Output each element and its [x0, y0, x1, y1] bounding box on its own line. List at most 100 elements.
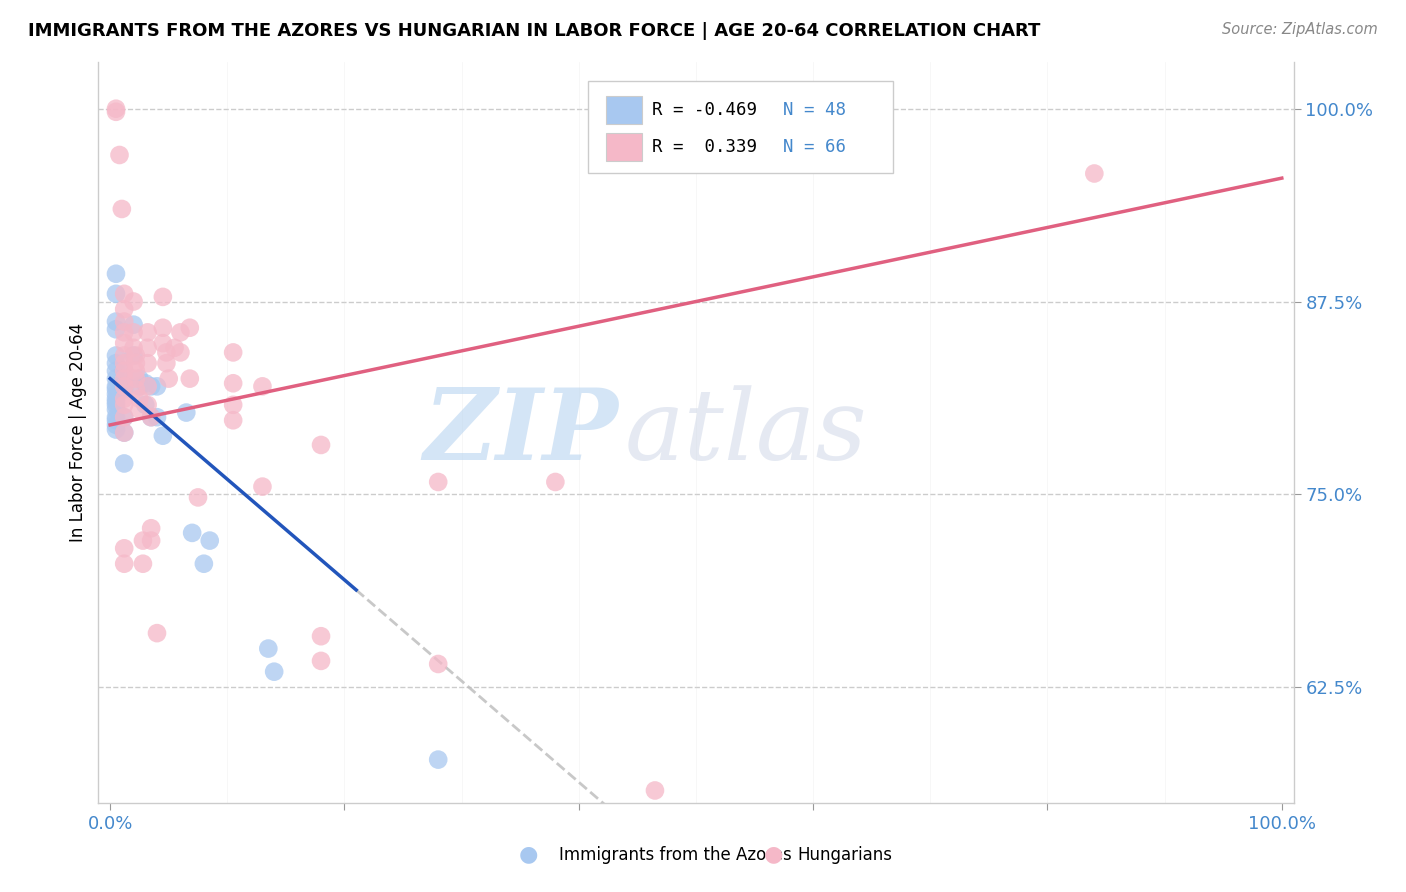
Point: [222, 413, 245, 427]
Point: [122, 341, 145, 355]
Point: [309, 629, 332, 643]
Point: [152, 290, 174, 304]
Point: [309, 654, 332, 668]
Point: [128, 392, 150, 406]
Point: [128, 402, 150, 417]
Point: [105, 423, 128, 437]
Point: [174, 406, 197, 420]
FancyBboxPatch shape: [606, 95, 643, 124]
Point: [169, 345, 191, 359]
Point: [112, 392, 135, 406]
Y-axis label: In Labor Force | Age 20-64: In Labor Force | Age 20-64: [69, 323, 87, 542]
Text: ZIP: ZIP: [423, 384, 619, 481]
Point: [122, 326, 145, 340]
Point: [112, 286, 135, 301]
Point: [136, 326, 159, 340]
Point: [112, 376, 135, 391]
Point: [112, 410, 135, 425]
Point: [1083, 166, 1105, 180]
Point: [122, 294, 145, 309]
Point: [105, 417, 128, 432]
Point: [136, 379, 159, 393]
Point: [112, 457, 135, 471]
Point: [193, 557, 215, 571]
Point: [128, 379, 150, 393]
Point: [141, 521, 163, 535]
Text: Source: ZipAtlas.com: Source: ZipAtlas.com: [1222, 22, 1378, 37]
Text: ●: ●: [519, 845, 538, 864]
Point: [112, 302, 135, 317]
Point: [105, 267, 128, 281]
Point: [112, 356, 135, 370]
Point: [179, 371, 201, 385]
Point: [146, 626, 169, 640]
Point: [252, 379, 274, 393]
Point: [122, 349, 145, 363]
Point: [179, 320, 201, 334]
Text: Immigrants from the Azores: Immigrants from the Azores: [558, 846, 792, 863]
Point: [198, 533, 221, 548]
Point: [112, 349, 135, 363]
Point: [309, 438, 332, 452]
Point: [125, 383, 148, 397]
Point: [263, 665, 285, 679]
Point: [105, 315, 128, 329]
Text: Hungarians: Hungarians: [797, 846, 893, 863]
Point: [122, 318, 145, 332]
Point: [105, 104, 128, 119]
Point: [163, 341, 186, 355]
Point: [112, 557, 135, 571]
Point: [141, 410, 163, 425]
Point: [105, 383, 128, 397]
Point: [544, 475, 567, 489]
Point: [105, 379, 128, 393]
Point: [136, 356, 159, 370]
Text: N = 48: N = 48: [783, 101, 846, 119]
Point: [141, 533, 163, 548]
Text: R =  0.339: R = 0.339: [652, 138, 756, 156]
Point: [427, 753, 450, 767]
Point: [125, 371, 148, 385]
Point: [146, 410, 169, 425]
Point: [222, 376, 245, 391]
Point: [112, 364, 135, 378]
Point: [146, 379, 169, 393]
Point: [155, 356, 177, 370]
Point: [257, 641, 280, 656]
Text: N = 66: N = 66: [783, 138, 846, 156]
Point: [105, 402, 128, 417]
Point: [112, 371, 135, 385]
Point: [112, 541, 135, 556]
Point: [141, 379, 163, 393]
Point: [222, 345, 245, 359]
Point: [105, 371, 128, 385]
Point: [181, 525, 204, 540]
Point: [152, 336, 174, 351]
Point: [644, 783, 666, 797]
Point: [155, 345, 177, 359]
Point: [134, 376, 156, 391]
Point: [105, 398, 128, 412]
Point: [112, 379, 135, 393]
Point: [136, 341, 159, 355]
FancyBboxPatch shape: [589, 81, 893, 173]
Point: [105, 387, 128, 401]
Point: [152, 320, 174, 334]
Point: [105, 286, 128, 301]
Point: [252, 480, 274, 494]
Point: [112, 326, 135, 340]
Point: [105, 392, 128, 406]
Point: [132, 533, 155, 548]
Point: [128, 371, 150, 385]
Point: [112, 398, 135, 412]
Point: [112, 364, 135, 378]
Point: [105, 349, 128, 363]
Point: [105, 364, 128, 378]
Point: [105, 102, 128, 116]
FancyBboxPatch shape: [606, 133, 643, 161]
Point: [157, 371, 180, 385]
Point: [112, 425, 135, 440]
Point: [152, 428, 174, 442]
Point: [125, 349, 148, 363]
Point: [427, 657, 450, 671]
